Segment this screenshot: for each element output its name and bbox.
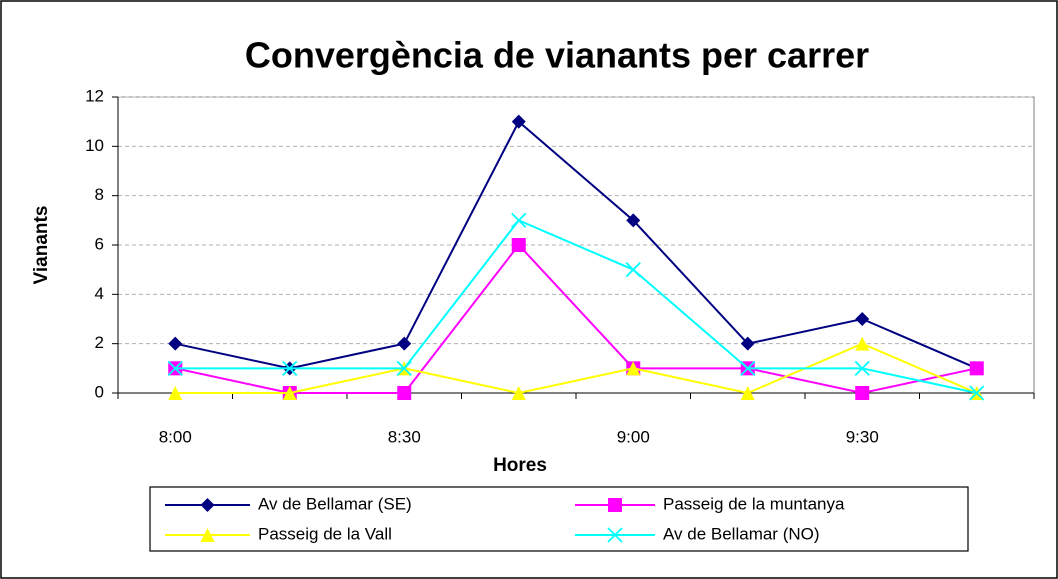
marker (855, 386, 870, 400)
y-tick-label: 10 (85, 136, 104, 155)
marker (282, 360, 298, 376)
y-tick-label: 2 (95, 333, 104, 352)
legend-label: Passeig de la muntanya (663, 494, 845, 513)
chart-title: Convergència de vianants per carrer (245, 35, 869, 76)
legend-label: Av de Bellamar (NO) (663, 524, 820, 543)
marker (740, 386, 755, 400)
marker (855, 312, 870, 326)
x-tick-label: 8:00 (159, 427, 192, 446)
marker (397, 336, 412, 351)
marker (608, 498, 622, 512)
marker (626, 213, 641, 228)
marker (168, 336, 183, 351)
y-tick-label: 4 (95, 284, 104, 303)
series-line (175, 243, 977, 395)
x-tick-label: 9:00 (617, 427, 650, 446)
y-tick-label: 12 (85, 86, 104, 105)
series-line (175, 120, 978, 370)
marker (282, 386, 297, 400)
marker (969, 385, 985, 401)
y-tick-label: 6 (95, 234, 104, 253)
series-line (175, 342, 978, 395)
marker (397, 386, 412, 400)
marker (200, 528, 215, 542)
y-tick-label: 8 (95, 185, 104, 204)
marker (396, 360, 412, 376)
legend (149, 486, 969, 552)
marker (854, 360, 870, 376)
marker (511, 212, 527, 228)
y-tick-label: 0 (95, 382, 104, 401)
x-tick-label: 9:30 (846, 427, 879, 446)
x-tick-label: 8:30 (388, 427, 421, 446)
legend-label: Passeig de la Vall (258, 524, 392, 543)
x-axis-label: Hores (493, 455, 547, 476)
marker (740, 360, 756, 376)
marker (167, 360, 183, 376)
marker (855, 336, 870, 351)
series-line (175, 219, 977, 394)
marker (168, 386, 183, 400)
marker (625, 262, 641, 278)
legend-label: Av de Bellamar (SE) (258, 494, 412, 513)
marker (740, 336, 755, 351)
marker (511, 238, 526, 252)
marker (626, 361, 641, 376)
marker (200, 498, 215, 512)
marker (969, 361, 984, 376)
marker (511, 114, 526, 129)
y-axis-label: Vianants (31, 206, 52, 285)
marker (511, 386, 526, 400)
marker (607, 527, 623, 543)
